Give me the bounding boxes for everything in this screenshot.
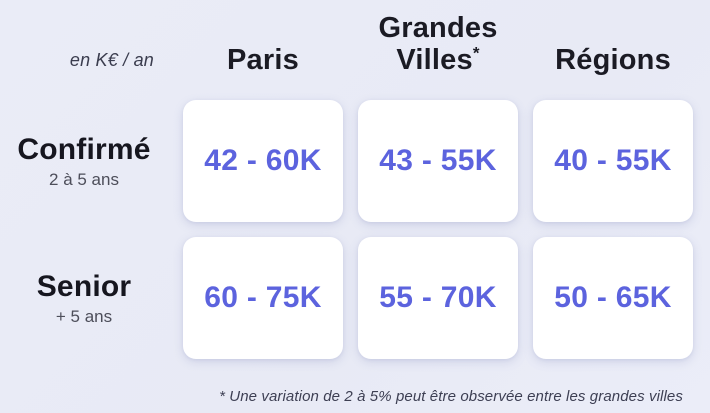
cell-senior-paris: 60 - 75K [183,237,343,359]
column-header-grandes-villes-line2: Villes [396,44,473,77]
cell-senior-grandes-villes: 55 - 70K [358,237,518,359]
row-label-senior: Senior [36,269,132,303]
salary-range-value: 40 - 55K [554,144,672,177]
unit-cell: en K€ / an [0,0,168,85]
row-label-confirme: Confirmé [17,132,151,166]
row-sublabel-senior: + 5 ans [55,306,113,326]
salary-range-value: 55 - 70K [379,281,497,314]
column-header-paris: Paris [183,0,343,85]
unit-label: en K€ / an [69,50,154,70]
cell-senior-regions: 50 - 65K [533,237,693,359]
salary-range-value: 43 - 55K [379,144,497,177]
column-header-regions: Régions [533,0,693,85]
salary-range-value: 50 - 65K [554,281,672,314]
footnote-asterisk: * [472,43,480,63]
column-header-regions-label: Régions [555,44,671,77]
cell-confirme-grandes-villes: 43 - 55K [358,100,518,222]
column-header-grandes-villes-label: Grandes Villes* [378,12,498,77]
row-header-senior: Senior + 5 ans [0,237,168,359]
row-header-confirme: Confirmé 2 à 5 ans [0,100,168,222]
column-header-paris-label: Paris [227,44,299,77]
cell-confirme-paris: 42 - 60K [183,100,343,222]
salary-range-value: 42 - 60K [204,144,322,177]
row-sublabel-confirme: 2 à 5 ans [49,169,119,189]
salary-range-value: 60 - 75K [204,281,322,314]
footnote: * Une variation de 2 à 5% peut être obse… [219,388,683,405]
cell-confirme-regions: 40 - 55K [533,100,693,222]
column-header-grandes-villes-line1: Grandes [378,12,498,45]
salary-grid: en K€ / an Paris Grandes Villes* Régions … [0,0,693,359]
column-header-grandes-villes: Grandes Villes* [358,0,518,85]
